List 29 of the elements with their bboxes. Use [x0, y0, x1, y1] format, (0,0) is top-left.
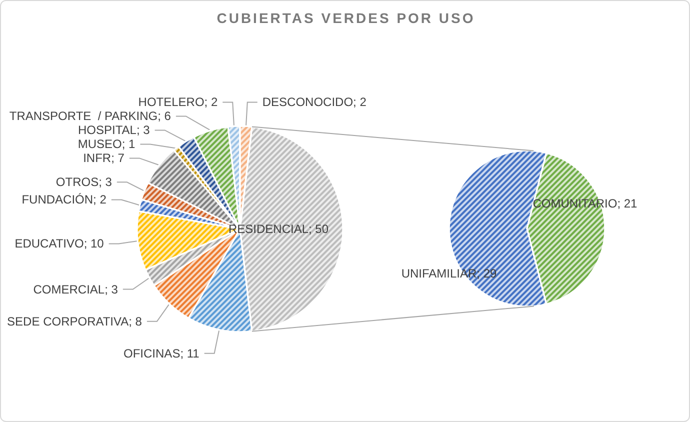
data-label: ; 2 — [353, 95, 367, 110]
slice-label: INFR — [83, 151, 112, 166]
slice-label: TRANSPORTE / PARKING — [9, 109, 158, 124]
data-label: ; 8 — [128, 314, 142, 328]
slice-label: RESIDENCIAL — [228, 222, 309, 236]
data-label: ; 2 — [93, 192, 107, 207]
slice-label: COMERCIAL — [33, 282, 105, 296]
data-label: ; 10 — [84, 236, 104, 251]
slice-label: EDUCATIVO — [14, 236, 84, 251]
data-label: ; 3 — [98, 175, 112, 190]
data-label: ; 21 — [617, 196, 638, 210]
data-label: ; 3 — [104, 282, 118, 296]
data-label: ; 50 — [308, 222, 329, 236]
chart-title: CUBIERTAS VERDES POR USO — [216, 10, 476, 26]
slice-label: DESCONOCIDO — [262, 95, 354, 110]
slice-label: HOSPITAL — [78, 123, 137, 138]
slice-label: HOTELERO — [138, 95, 204, 110]
data-label: ; 2 — [204, 95, 218, 110]
data-label: ; 3 — [136, 123, 150, 138]
data-label: ; 11 — [180, 346, 200, 360]
slice-label: SEDE CORPORATIVA — [7, 314, 129, 328]
slice-label: MUSEO — [78, 137, 122, 152]
data-label: ; 6 — [158, 109, 172, 124]
slice-label: OFICINAS — [124, 346, 180, 360]
data-label: ; 1 — [122, 137, 136, 152]
data-label: ; 29 — [476, 266, 498, 280]
slice-label: FUNDACIÓN — [22, 192, 94, 207]
slice-label: OTROS — [56, 175, 99, 190]
data-label: ; 7 — [111, 151, 125, 166]
